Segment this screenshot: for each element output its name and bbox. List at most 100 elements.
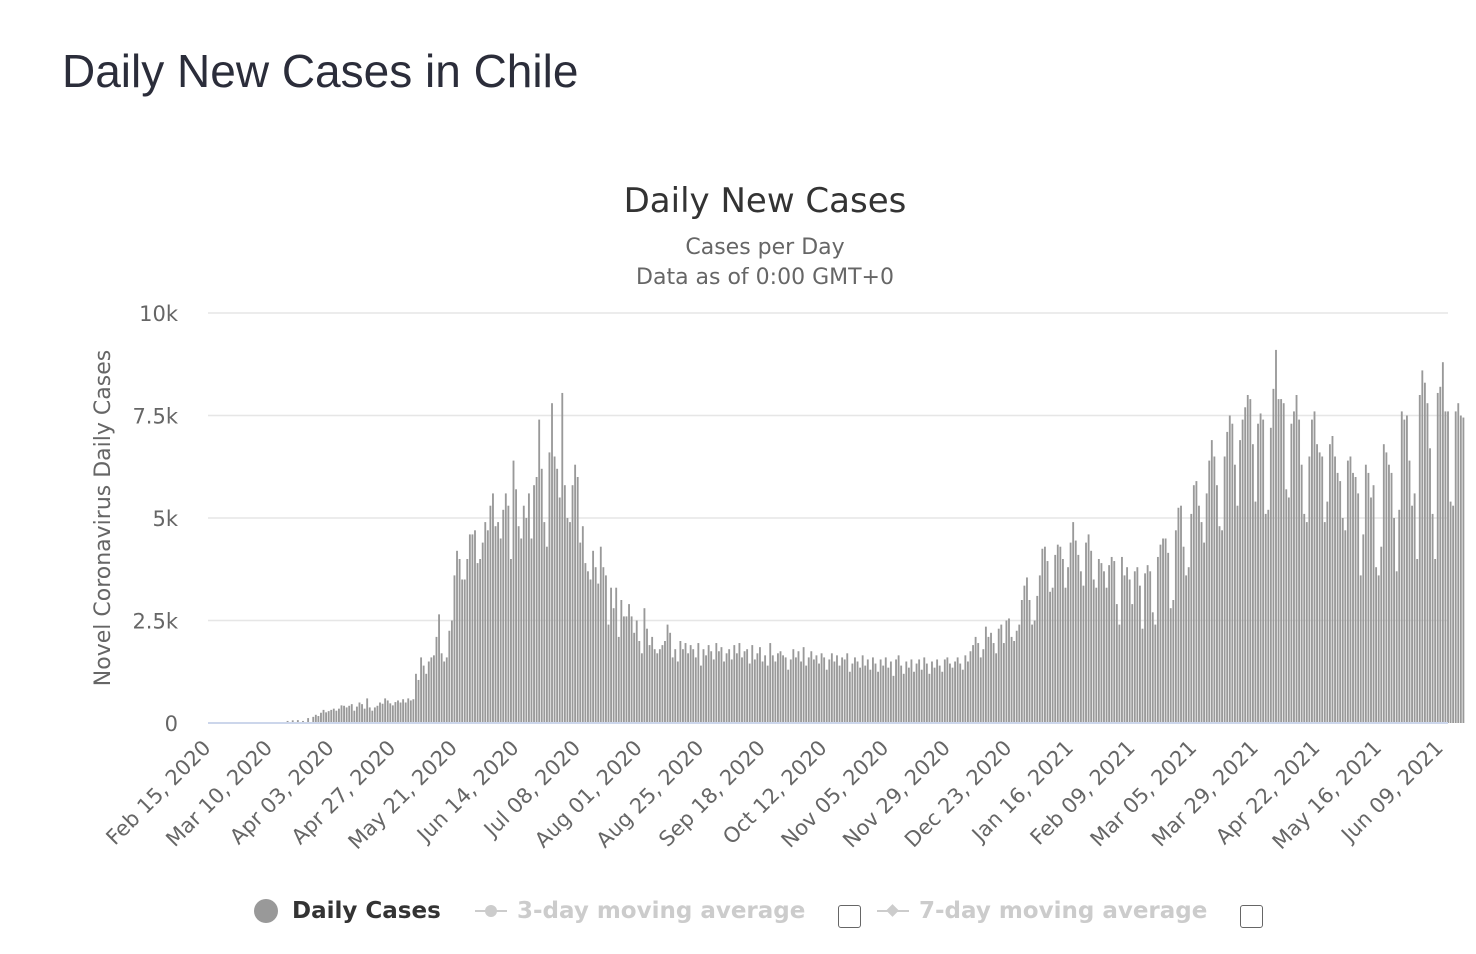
bar-daily-cases[interactable] [818,663,820,723]
bar-daily-cases[interactable] [1038,575,1041,723]
bar-daily-cases[interactable] [872,657,874,723]
bar-daily-cases[interactable] [800,661,802,724]
bar-daily-cases[interactable] [566,518,569,723]
bar-daily-cases[interactable] [494,526,497,723]
bar-daily-cases[interactable] [1400,411,1403,723]
bar-daily-cases[interactable] [748,663,751,723]
bar-daily-cases[interactable] [730,659,733,723]
bar-daily-cases[interactable] [1105,587,1108,723]
bar-daily-cases[interactable] [438,614,440,723]
bar-daily-cases[interactable] [327,711,330,723]
bar-daily-cases[interactable] [1326,501,1329,723]
bar-daily-cases[interactable] [1198,505,1200,723]
bar-daily-cases[interactable] [717,651,720,723]
bar-daily-cases[interactable] [561,392,564,723]
bar-daily-cases[interactable] [492,493,494,723]
bar-daily-cases[interactable] [1305,522,1308,723]
bar-daily-cases[interactable] [322,709,325,723]
bar-daily-cases[interactable] [1026,577,1028,723]
bar-daily-cases[interactable] [453,575,456,723]
bar-daily-cases[interactable] [543,522,546,723]
bar-daily-cases[interactable] [1190,513,1193,723]
bar-daily-cases[interactable] [1144,573,1146,723]
bar-daily-cases[interactable] [394,702,397,723]
bar-daily-cases[interactable] [828,659,831,723]
bar-daily-cases[interactable] [1056,544,1059,723]
bar-daily-cases[interactable] [302,720,304,723]
bar-daily-cases[interactable] [320,712,322,723]
bar-daily-cases[interactable] [507,505,510,723]
bar-daily-cases[interactable] [784,657,787,723]
bar-daily-cases[interactable] [540,468,543,723]
bar-daily-cases[interactable] [820,653,823,723]
bar-daily-cases[interactable] [386,700,389,723]
bar-daily-cases[interactable] [1408,460,1411,723]
bar-daily-cases[interactable] [990,632,992,723]
bar-daily-cases[interactable] [1216,485,1218,723]
bar-daily-cases[interactable] [1249,399,1252,723]
bar-daily-cases[interactable] [848,671,851,723]
bar-daily-cases[interactable] [1377,575,1380,723]
bar-daily-cases[interactable] [753,659,756,723]
bar-daily-cases[interactable] [1393,518,1396,723]
bar-daily-cases[interactable] [794,657,797,723]
bar-daily-cases[interactable] [669,632,672,723]
bar-daily-cases[interactable] [807,657,810,723]
bar-daily-cases[interactable] [376,705,379,723]
bar-daily-cases[interactable] [635,620,638,724]
bar-daily-cases[interactable] [1431,513,1434,723]
bar-daily-cases[interactable] [1095,587,1098,723]
bar-daily-cases[interactable] [836,655,838,723]
bar-daily-cases[interactable] [874,663,877,723]
bar-daily-cases[interactable] [558,497,561,724]
bar-daily-cases[interactable] [517,526,520,723]
bar-daily-cases[interactable] [1334,456,1336,724]
bar-daily-cases[interactable] [350,704,353,723]
bar-daily-cases[interactable] [802,647,805,723]
bar-daily-cases[interactable] [920,669,923,723]
bar-daily-cases[interactable] [741,657,743,723]
bar-daily-cases[interactable] [661,645,664,723]
bar-daily-cases[interactable] [1167,552,1170,723]
bar-daily-cases[interactable] [409,700,412,723]
legend-item-3-day-moving-average[interactable]: 3-day moving average [475,893,805,929]
bar-daily-cases[interactable] [1429,448,1431,723]
bar-daily-cases[interactable] [815,655,818,723]
bar-daily-cases[interactable] [371,710,374,723]
bar-daily-cases[interactable] [974,636,977,723]
bar-daily-cases[interactable] [905,661,908,724]
bar-daily-cases[interactable] [384,698,387,723]
bar-daily-cases[interactable] [592,550,595,723]
bar-daily-cases[interactable] [1208,460,1211,723]
bar-daily-cases[interactable] [466,559,469,723]
bar-daily-cases[interactable] [792,649,795,723]
bar-daily-cases[interactable] [625,616,628,723]
bar-daily-cases[interactable] [551,403,553,723]
bar-daily-cases[interactable] [777,653,779,723]
bar-daily-cases[interactable] [738,643,741,723]
bar-daily-cases[interactable] [1046,561,1049,723]
bar-daily-cases[interactable] [884,657,887,723]
bar-daily-cases[interactable] [992,643,995,723]
bar-daily-cases[interactable] [461,579,464,724]
bar-daily-cases[interactable] [620,600,623,723]
bar-daily-cases[interactable] [1141,628,1144,723]
bar-daily-cases[interactable] [1295,395,1298,723]
bar-daily-cases[interactable] [643,608,646,723]
bar-daily-cases[interactable] [1254,501,1257,723]
bar-daily-cases[interactable] [923,657,926,723]
bar-daily-cases[interactable] [335,710,338,723]
bar-daily-cases[interactable] [1182,546,1185,723]
bar-daily-cases[interactable] [1316,444,1318,723]
bar-daily-cases[interactable] [856,661,859,724]
bar-daily-cases[interactable] [638,641,641,723]
bar-daily-cases[interactable] [933,667,936,723]
bar-daily-cases[interactable] [1418,395,1421,723]
bar-daily-cases[interactable] [764,655,767,723]
bar-daily-cases[interactable] [640,653,643,723]
bar-daily-cases[interactable] [581,526,584,723]
bar-daily-cases[interactable] [515,489,517,723]
bar-daily-cases[interactable] [1121,556,1123,723]
bar-daily-cases[interactable] [833,661,836,724]
bar-daily-cases[interactable] [476,563,479,723]
